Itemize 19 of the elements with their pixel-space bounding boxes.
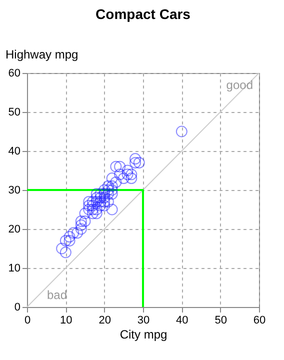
annotation: bad xyxy=(47,288,68,302)
x-tick-label: 60 xyxy=(253,314,266,326)
y-axis-title: Highway mpg xyxy=(6,48,78,62)
y-tick-label: 40 xyxy=(8,146,20,158)
annotation: good xyxy=(226,78,253,92)
y-tick-label: 60 xyxy=(8,68,20,80)
x-tick-label: 20 xyxy=(98,314,111,326)
y-tick-label: 30 xyxy=(8,184,20,196)
y-tick-label: 0 xyxy=(14,302,20,314)
x-axis-title: City mpg xyxy=(120,328,168,342)
y-tick-label: 20 xyxy=(8,224,20,236)
x-tick-label: 10 xyxy=(60,314,72,326)
chart-title: Compact Cars xyxy=(96,6,191,22)
x-tick-label: 30 xyxy=(137,314,150,326)
y-tick-label: 10 xyxy=(8,262,20,274)
x-tick-label: 50 xyxy=(214,314,227,326)
y-tick-label: 50 xyxy=(8,106,20,118)
x-tick-label: 40 xyxy=(176,314,188,326)
x-tick-label: 0 xyxy=(24,314,31,326)
